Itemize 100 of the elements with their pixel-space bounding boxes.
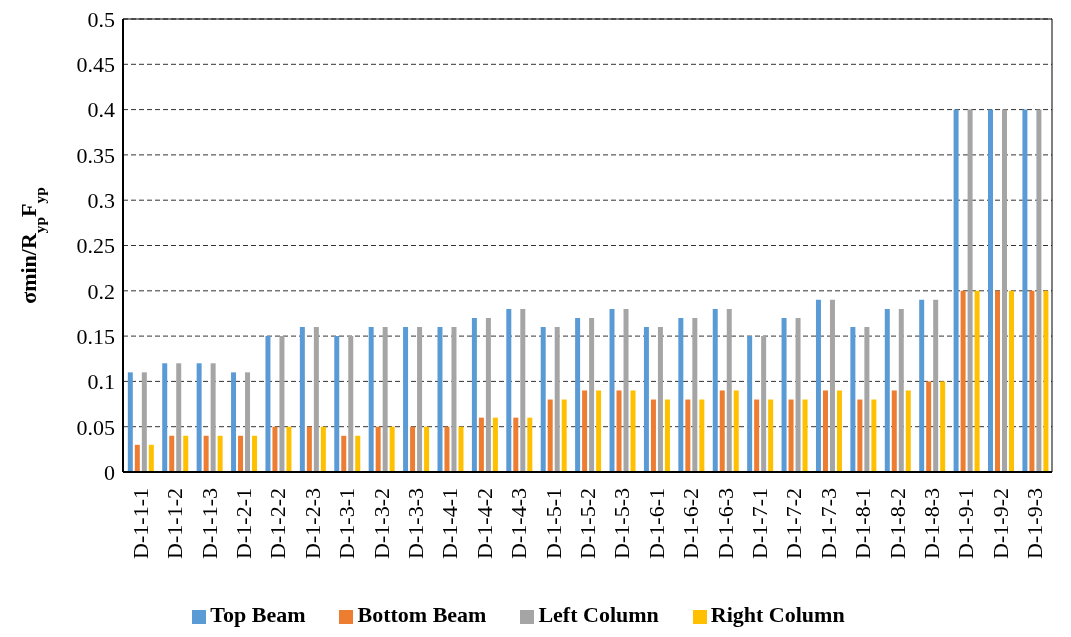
bar [417,327,423,472]
bar [183,435,189,472]
bar [589,317,595,472]
x-tick-label: D-1-2-1 [230,488,256,559]
bar [403,327,409,472]
bar [231,372,237,472]
bar [513,417,519,472]
bar [685,399,691,472]
bar [919,299,925,472]
bar [864,327,870,472]
y-tick-label: 0.35 [76,142,115,168]
bar [540,327,546,472]
bar [995,290,1000,472]
bar [960,290,966,472]
bar [382,327,388,472]
bar [492,417,498,472]
legend-label: Bottom Beam [357,602,487,627]
bar [169,435,175,472]
bar [575,317,581,472]
legend-label: Left Column [538,602,659,627]
bar [410,426,416,472]
y-tick-label: 0.1 [87,369,115,395]
legend-label: Right Column [710,602,845,627]
bar [719,390,725,472]
bar [678,317,684,472]
bar [953,109,959,472]
bar [988,109,993,472]
bar [733,390,739,472]
bar [905,390,911,472]
x-tick-label: D-1-4-1 [437,488,463,559]
bar [368,327,374,472]
x-tick-label: D-1-7-1 [747,488,773,559]
bar [761,336,767,472]
x-tick-label: D-1-4-3 [506,488,532,559]
x-tick-label: D-1-7-2 [781,488,807,559]
y-tick-label: 0.45 [76,52,115,78]
bar [643,327,649,472]
x-tick-label: D-1-5-3 [609,488,635,559]
bar [926,381,932,472]
bar [389,426,395,472]
bar [506,308,512,472]
bar [815,299,821,472]
bar [520,308,526,472]
bar [127,372,133,472]
bar [974,290,980,472]
bar [299,327,305,472]
bar [623,308,629,472]
bar [196,363,202,472]
bar [176,363,182,472]
x-tick-label: D-1-5-1 [540,488,566,559]
bar [238,435,244,472]
bar [891,390,897,472]
bar [375,426,381,472]
bar [1022,109,1028,472]
x-tick-label: D-1-3-2 [368,488,394,559]
bar [306,426,312,472]
y-tick-label: 0.15 [76,323,115,349]
bar [609,308,615,472]
bar [141,372,147,472]
bar [471,317,477,472]
bar [616,390,622,472]
bar [203,435,209,472]
x-tick-label: D-1-8-1 [850,488,876,559]
bar [692,317,698,472]
bar [547,399,553,472]
bar [217,435,223,472]
bar [527,417,533,472]
bar [554,327,560,472]
y-tick-label: 0 [104,459,115,485]
bar [210,363,216,472]
bar [561,399,567,472]
bar [898,308,904,472]
x-tick-label: D-1-2-2 [265,488,291,559]
bar [933,299,939,472]
bar [252,435,258,472]
bar [726,308,732,472]
bar [485,317,491,472]
bar [836,390,842,472]
bar [664,399,670,472]
bar [871,399,877,472]
bar [444,426,450,472]
x-tick-label: D-1-9-3 [1022,488,1048,559]
bar [313,327,319,472]
x-tick-label: D-1-8-2 [884,488,910,559]
x-tick-label: D-1-3-3 [402,488,428,559]
bar [712,308,718,472]
bar [245,372,251,472]
bar [829,299,835,472]
bar [437,327,443,472]
y-tick-label: 0.4 [87,97,115,123]
bar [451,327,457,472]
bar [334,336,340,472]
x-tick-label: D-1-2-3 [299,488,325,559]
x-tick-label: D-1-7-3 [815,488,841,559]
x-tick-label: D-1-9-2 [987,488,1013,559]
x-tick-label: D-1-1-2 [162,488,188,559]
bar [768,399,774,472]
bar [754,399,760,472]
bar [458,426,464,472]
bar [286,426,292,472]
